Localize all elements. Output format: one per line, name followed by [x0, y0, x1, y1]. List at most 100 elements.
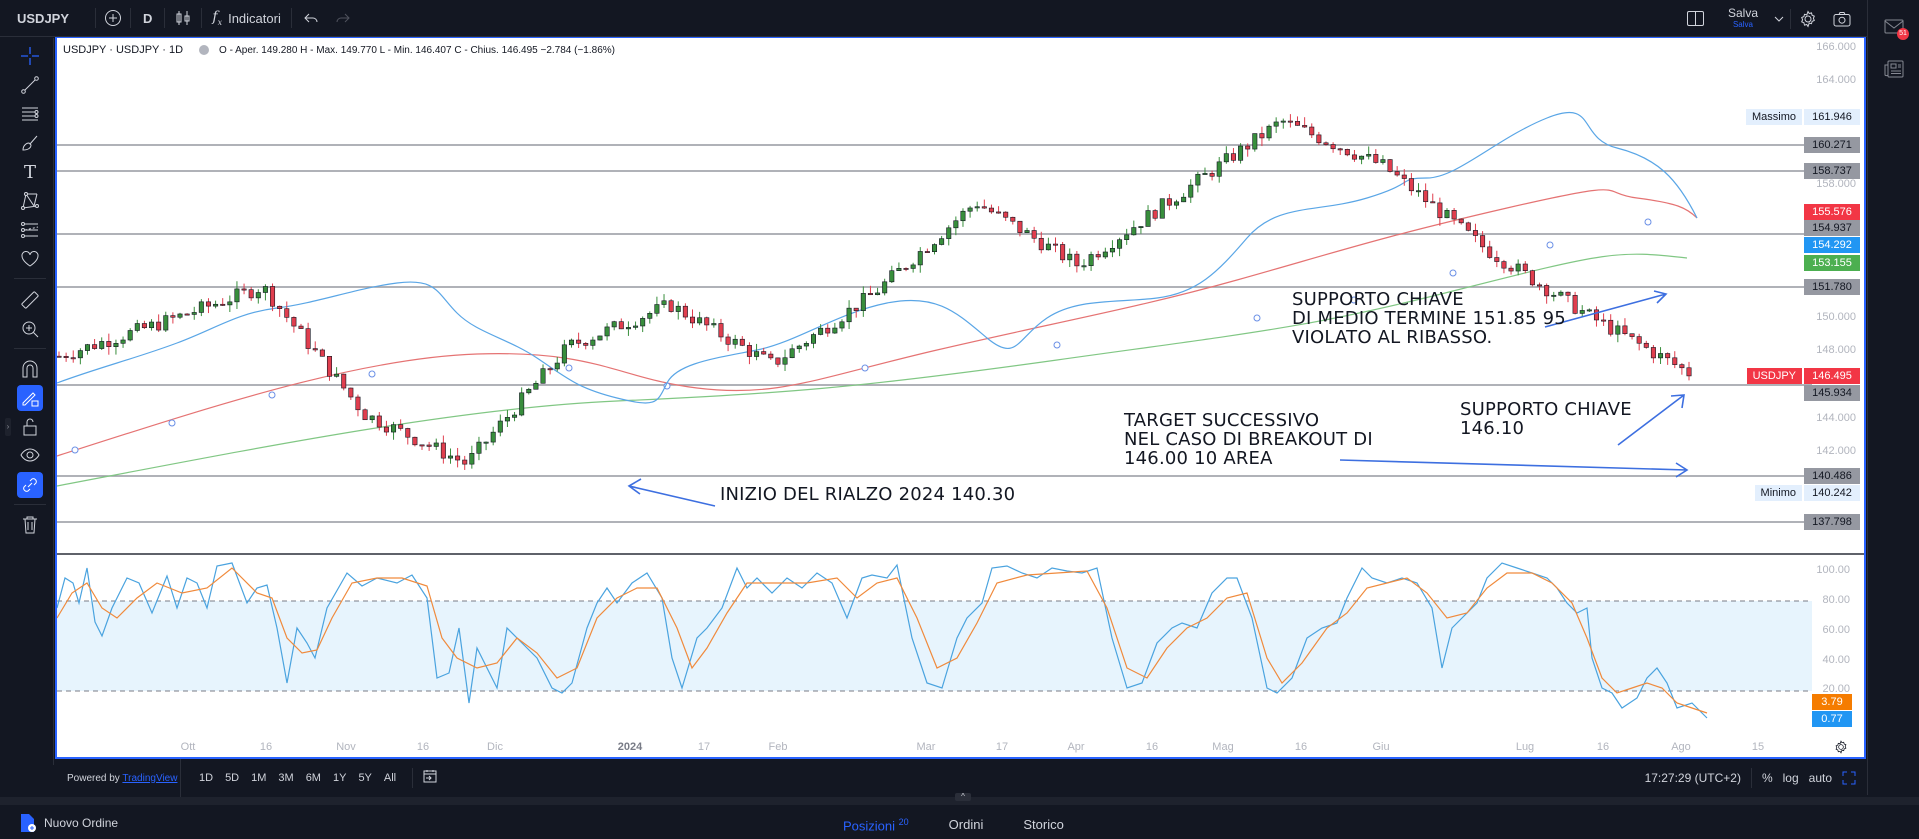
lock-drawings-pencil-tool[interactable]: [17, 385, 43, 411]
symbol-search-button[interactable]: USDJPY: [0, 0, 95, 37]
prediction-tool[interactable]: [17, 217, 43, 243]
news-button[interactable]: [1884, 60, 1904, 83]
annotation-target[interactable]: TARGET SUCCESSIVO NEL CASO DI BREAKOUT D…: [1124, 410, 1373, 469]
trendline-tool[interactable]: [17, 72, 43, 98]
range-all-button[interactable]: All: [383, 772, 397, 784]
legend-title[interactable]: USDJPY · USDJPY · 1D: [63, 44, 184, 56]
snapshot-button[interactable]: [1825, 0, 1859, 37]
auto-scale-toggle[interactable]: auto: [1808, 771, 1832, 785]
icons-tool[interactable]: [17, 246, 43, 272]
percent-scale-toggle[interactable]: %: [1761, 771, 1773, 785]
compare-add-button[interactable]: [96, 0, 130, 37]
price-tick: 164.000: [1816, 74, 1856, 86]
time-tick: 16: [416, 741, 430, 753]
range-1y-button[interactable]: 1Y: [332, 772, 347, 784]
ma-slow-tag: 153.155: [1804, 255, 1860, 271]
time-tick: 17: [697, 741, 711, 753]
divider: [1790, 8, 1791, 29]
crosshair-icon: [21, 47, 39, 65]
indicators-button[interactable]: fx Indicatori: [202, 0, 290, 37]
tradingview-link[interactable]: TradingView: [122, 772, 178, 784]
tab-positions[interactable]: Posizioni 20: [843, 817, 909, 833]
annotation-support-mid-term[interactable]: SUPPORTO CHIAVE DI MEDIO TERMINE 151.85 …: [1292, 289, 1566, 348]
layout-split-icon: [1686, 11, 1704, 26]
brush-tool[interactable]: [17, 130, 43, 156]
ma-fast-tag: 154.292: [1804, 237, 1860, 253]
ruler-icon: [21, 291, 39, 309]
time-tick: Nov: [336, 741, 356, 753]
text-icon: T: [23, 161, 36, 183]
text-tool[interactable]: T: [17, 159, 43, 185]
notifications-button[interactable]: 51: [1884, 18, 1909, 40]
chart-type-button[interactable]: [165, 0, 201, 37]
magnet-tool[interactable]: [17, 356, 43, 382]
clock-timezone[interactable]: 17:27:29 (UTC+2): [1644, 771, 1741, 785]
range-5d-button[interactable]: 5D: [225, 772, 240, 784]
save-button[interactable]: Salva Salva: [1718, 5, 1768, 30]
settings-button[interactable]: [1791, 0, 1825, 37]
time-tick: Ott: [180, 741, 196, 753]
time-tick: 16: [1596, 741, 1610, 753]
stoch-d-line: [57, 567, 1708, 714]
symbol-label: USDJPY: [17, 10, 70, 26]
measure-tool[interactable]: [17, 287, 43, 313]
horizontal-levels: [57, 144, 1812, 523]
fullscreen-icon[interactable]: [1842, 771, 1856, 785]
pattern-tool[interactable]: [17, 188, 43, 214]
tab-history[interactable]: Storico: [1023, 817, 1064, 832]
chart-pane[interactable]: USDJPY · USDJPY · 1D O - Aper. 149.280 H…: [55, 37, 1866, 759]
layout-button[interactable]: [1673, 0, 1718, 37]
ma-mid-line: [57, 189, 1698, 457]
tab-orders[interactable]: Ordini: [948, 817, 984, 832]
interval-button[interactable]: D: [131, 0, 164, 37]
period-max-value: 161.946: [1804, 109, 1860, 125]
hide-drawings-tool[interactable]: [17, 443, 43, 469]
new-order-icon: [21, 814, 36, 832]
calendar-goto-icon: [423, 769, 437, 782]
panel-resize-handle[interactable]: ^: [0, 793, 1919, 805]
chevron-up-icon[interactable]: ^: [955, 793, 971, 801]
brush-icon: [22, 135, 38, 151]
lock-all-tool[interactable]: [17, 414, 43, 440]
remove-drawings-tool[interactable]: [17, 512, 43, 538]
tab-label: Posizioni: [843, 818, 896, 834]
range-selector: 1D 5D 1M 3M 6M 1Y 5Y All: [181, 772, 402, 784]
legend-toggle-icon[interactable]: [199, 45, 210, 55]
price-tick: 148.000: [1816, 344, 1856, 356]
annotation-arrows: [627, 290, 1689, 507]
annotation-rally-start[interactable]: INIZIO DEL RIALZO 2024 140.30: [720, 484, 1016, 505]
goto-date-button[interactable]: [423, 769, 437, 788]
price-chart-canvas[interactable]: [57, 38, 1864, 758]
price-tick: 144.000: [1816, 412, 1856, 424]
range-3m-button[interactable]: 3M: [278, 772, 294, 784]
magnet-icon: [22, 360, 38, 378]
range-1m-button[interactable]: 1M: [251, 772, 267, 784]
powered-by: Powered by TradingView: [55, 773, 180, 784]
zoom-in-tool[interactable]: [17, 316, 43, 342]
range-1d-button[interactable]: 1D: [199, 772, 214, 784]
save-dropdown-button[interactable]: [1768, 0, 1790, 37]
osc-tick: 80.00: [1822, 594, 1850, 606]
save-label: Salva: [1727, 5, 1758, 20]
undo-button[interactable]: [292, 0, 330, 37]
annotation-key-support[interactable]: SUPPORTO CHIAVE 146.10: [1460, 399, 1632, 439]
indicators-label: Indicatori: [228, 10, 281, 26]
divider: [130, 8, 131, 28]
crosshair-tool[interactable]: [17, 43, 43, 69]
log-scale-toggle[interactable]: log: [1782, 771, 1799, 785]
sync-drawings-tool[interactable]: [17, 472, 43, 498]
collapse-toolbar-handle[interactable]: ›: [5, 418, 11, 436]
fib-tool[interactable]: [17, 101, 43, 127]
trash-icon: [23, 516, 37, 534]
new-order-button[interactable]: Nuovo Ordine: [18, 813, 118, 833]
chart-legend: USDJPY · USDJPY · 1D O - Aper. 149.280 H…: [63, 44, 615, 56]
level-tag: 151.780: [1804, 279, 1860, 295]
newspaper-icon: [1884, 60, 1904, 78]
stoch-k-line: [57, 562, 1708, 719]
redo-button[interactable]: [330, 0, 356, 37]
time-tick: Ago: [1671, 741, 1691, 753]
range-5y-button[interactable]: 5Y: [358, 772, 372, 784]
chart-settings-button[interactable]: [1834, 740, 1848, 759]
time-tick: Dic: [487, 741, 503, 753]
range-6m-button[interactable]: 6M: [305, 772, 321, 784]
